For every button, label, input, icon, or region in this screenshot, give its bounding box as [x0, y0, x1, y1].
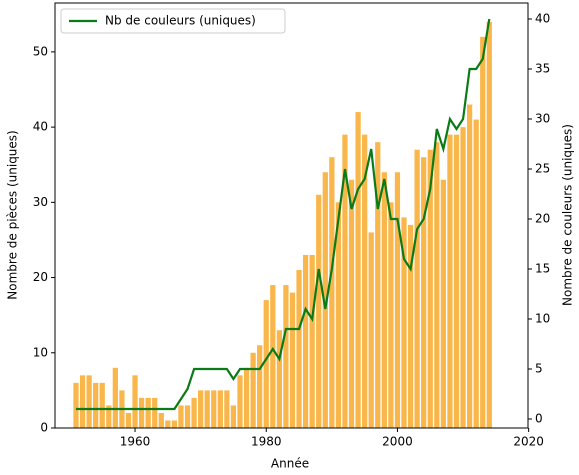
bar: [99, 382, 105, 428]
bar: [198, 390, 204, 428]
x-tick-label: 2020: [513, 435, 544, 449]
bar: [434, 142, 440, 428]
y-tick-label: 0: [40, 421, 48, 435]
y2-tick-label: 20: [535, 212, 550, 226]
bar: [460, 127, 466, 428]
legend-label: Nb de couleurs (uniques): [105, 14, 256, 28]
y-tick-label: 10: [33, 345, 48, 359]
bar: [152, 397, 158, 428]
bar: [165, 420, 171, 428]
bar: [335, 202, 342, 428]
y-tick-label: 20: [33, 270, 48, 284]
bar: [112, 367, 118, 428]
y2-tick-label: 0: [535, 412, 543, 426]
y-axis-label: Nombre de pièces (uniques): [6, 130, 20, 299]
x-tick-label: 1960: [120, 435, 151, 449]
bar: [270, 285, 276, 428]
bar: [381, 172, 387, 428]
bar: [211, 390, 217, 428]
bar: [257, 345, 263, 428]
x-tick-label: 1980: [251, 435, 282, 449]
bar: [440, 179, 446, 428]
bar: [480, 36, 486, 429]
bar: [447, 134, 453, 429]
bar: [138, 397, 145, 428]
bar: [302, 254, 309, 428]
bar: [79, 375, 86, 428]
bar: [204, 390, 210, 428]
bar: [263, 300, 269, 428]
bar: [453, 134, 460, 429]
bar: [486, 21, 492, 429]
bar: [329, 157, 335, 428]
bar: [316, 194, 322, 428]
bar: [368, 232, 374, 428]
bar: [250, 352, 256, 428]
bar: [342, 134, 348, 429]
x-tick-label: 2000: [382, 435, 413, 449]
bar: [388, 202, 394, 428]
bar: [224, 390, 230, 428]
bar: [309, 254, 315, 428]
y2-tick-label: 15: [535, 262, 550, 276]
bar: [230, 405, 237, 428]
y-tick-label: 50: [33, 44, 48, 58]
bar: [348, 179, 355, 428]
y2-tick-label: 35: [535, 62, 550, 76]
bar: [73, 382, 79, 428]
bar: [362, 134, 368, 429]
bar: [171, 420, 178, 428]
bar: [276, 330, 282, 428]
bar: [191, 397, 197, 428]
bar: [421, 157, 427, 428]
bar: [296, 270, 302, 428]
bar: [217, 390, 223, 428]
bar: [473, 119, 479, 428]
bar: [289, 292, 296, 428]
line: [75, 18, 491, 411]
y-tick-label: 40: [33, 120, 48, 134]
bar: [184, 405, 191, 428]
bar: [283, 285, 289, 428]
bar: [407, 224, 414, 428]
y2-tick-label: 10: [535, 312, 550, 326]
bar: [414, 149, 420, 429]
y-tick-label: 30: [33, 195, 48, 209]
bar: [132, 375, 138, 428]
bar: [322, 172, 328, 428]
y2-tick-label: 40: [535, 12, 550, 26]
bar: [375, 142, 381, 428]
y2-tick-label: 25: [535, 162, 550, 176]
bar: [125, 412, 132, 428]
plot-frame: [54, 2, 529, 429]
bar: [86, 375, 92, 428]
bar: [237, 375, 243, 428]
y2-tick-label: 5: [535, 362, 543, 376]
bar: [401, 217, 407, 428]
bar: [427, 149, 433, 429]
bar: [106, 405, 112, 428]
bar: [394, 172, 401, 428]
bar: [243, 367, 250, 428]
bar: [466, 104, 473, 428]
y2-axis-label: Nombre de couleurs (uniques): [561, 124, 575, 306]
x-axis-label: Année: [271, 457, 309, 471]
bar: [158, 412, 164, 428]
bar: [145, 397, 151, 428]
bar: [178, 405, 184, 428]
bar: [93, 382, 99, 428]
legend-box: [60, 8, 286, 34]
bar: [355, 112, 361, 428]
y2-tick-label: 30: [535, 112, 550, 126]
